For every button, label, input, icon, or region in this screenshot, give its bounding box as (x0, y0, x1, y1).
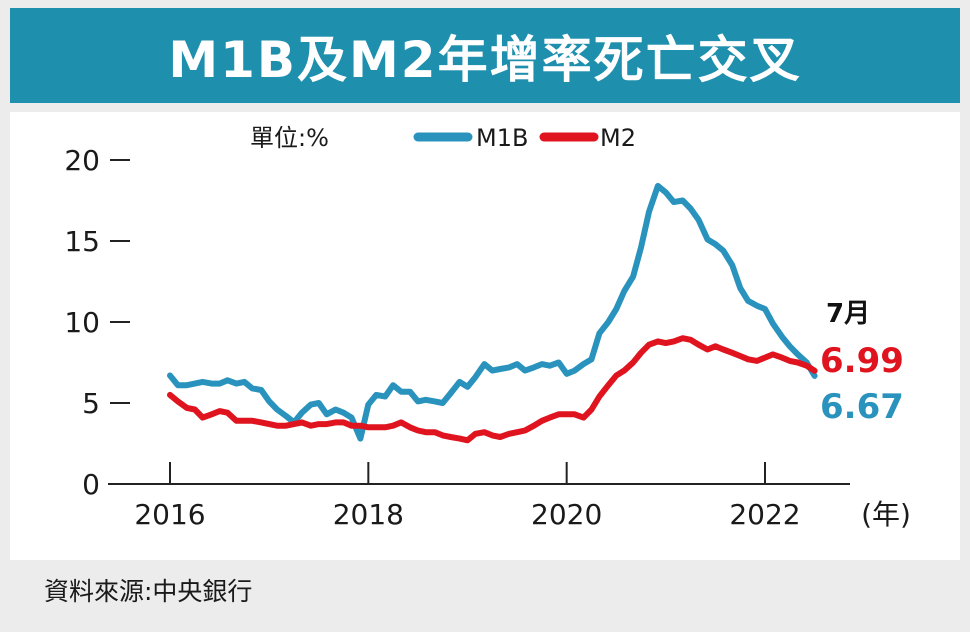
source-note: 資料來源:中央銀行 (44, 577, 253, 606)
y-tick-label: 10 (64, 306, 100, 339)
y-tick-label: 5 (82, 387, 100, 420)
x-tick-label: 2022 (729, 498, 800, 531)
unit-label: 單位:% (250, 124, 329, 152)
series-line-m1b (167, 182, 818, 442)
title-banner: M1B及M2年增率死亡交叉 (10, 8, 960, 103)
legend-label-m1b: M1B (476, 124, 528, 152)
legend: 單位:% M1B M2 (250, 124, 636, 152)
y-tick-label: 15 (64, 225, 100, 258)
x-axis-unit: (年) (861, 498, 911, 531)
legend-label-m2: M2 (600, 124, 636, 152)
y-tick-label: 20 (64, 144, 100, 177)
x-tick-label: 2020 (531, 498, 602, 531)
plot-panel (10, 112, 960, 560)
series-lines (167, 182, 818, 444)
x-tick-label: 2016 (134, 498, 205, 531)
y-tick-label: 0 (82, 468, 100, 501)
series-line-m2 (167, 335, 818, 444)
annotation-m2-value: 6.99 (820, 341, 904, 381)
x-tick-label: 2018 (333, 498, 404, 531)
chart-title: M1B及M2年增率死亡交叉 (168, 30, 802, 89)
annotations: 7月 6.99 6.67 (820, 299, 904, 427)
annotation-month: 7月 (826, 299, 870, 329)
annotation-m1b-value: 6.67 (820, 387, 904, 427)
axes: 0 5 10 15 20 2016 2018 2020 2022 (年) (64, 144, 911, 531)
